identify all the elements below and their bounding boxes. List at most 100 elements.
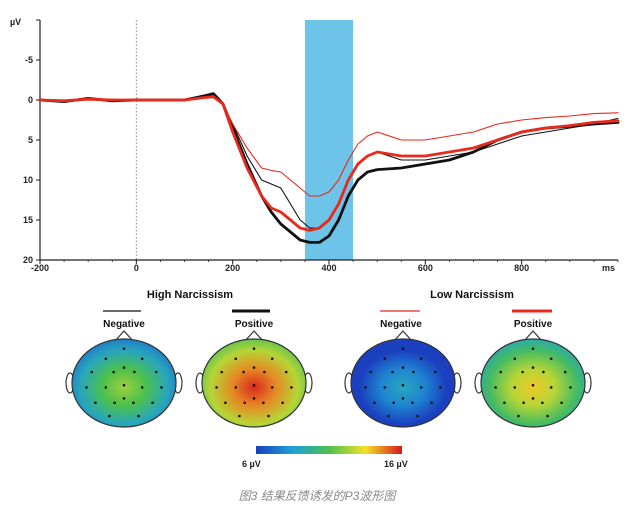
electrode-dot [411,401,414,405]
electrode-dot [503,401,506,405]
electrode-dot [560,401,563,405]
electrode-dot [383,357,387,361]
electrode-dot [387,414,390,418]
electrode-dot [137,414,140,418]
legend-group-low: Low Narcissism [430,289,514,301]
electrode-dot [140,386,144,389]
electrode-dot [140,357,144,361]
scalp-map [71,338,177,428]
electrode-dot [419,386,423,389]
colorbar: 6 µV 16 µV [242,446,408,469]
electrode-dot [522,401,525,405]
electrode-dot [541,401,544,405]
electrode-dot [252,397,256,400]
nose-marker [523,330,543,342]
electrode-dot [439,386,442,389]
electrode-dot [569,386,572,389]
electrode-dot [542,370,545,374]
electrode-dot [549,357,553,361]
electrode-dot [262,401,265,405]
colorbar-max-label: 16 µV [384,459,408,469]
electrode-dot [364,386,367,389]
electrode-dot [531,397,535,400]
electrode-dot [122,347,126,350]
electrode-dot [521,370,524,374]
scalp-map [480,338,586,428]
highlight-window [304,20,354,260]
electrode-dot [369,370,373,374]
electrode-dot [234,357,238,361]
figure-caption: 图3 结果反馈诱发的P3波形图 [239,489,398,503]
x-tick-label: 0 [134,263,139,273]
electrode-dot [433,370,437,374]
electrode-dot [252,347,256,350]
topomap [344,330,462,428]
electrode-dot [154,370,158,374]
electrode-dot [122,397,126,400]
electrode-dot [373,401,376,405]
electrode-dot [270,386,274,389]
electrode-dot [499,370,503,374]
electrode-dot [234,386,238,389]
legend: High Narcissism Low Narcissism Negative … [103,289,553,330]
electrode-dot [513,386,517,389]
legend-label-high-positive: Positive [235,319,274,330]
electrode-dot [133,370,136,374]
y-tick-label: 5 [28,135,33,145]
electrode-dot [242,370,245,374]
electrode-dot [108,414,111,418]
electrode-dot [243,401,246,405]
electrode-dot [122,383,126,387]
electrode-dot [132,401,135,405]
electrode-dot [383,386,387,389]
electrode-dot [419,357,423,361]
legend-label-low-negative: Negative [380,319,422,330]
electrode-dot [401,397,405,400]
x-tick-label: 200 [225,263,240,273]
electrode-dot [85,386,88,389]
topomap [195,330,313,428]
x-tick-label: 800 [514,263,529,273]
electrode-dot [270,357,274,361]
y-unit-label: µV [10,17,21,27]
electrode-dot [416,414,419,418]
electrode-dot [531,347,535,350]
electrode-dot [563,370,567,374]
electrode-dot [513,357,517,361]
nose-marker [393,330,413,342]
y-tick-label: 0 [28,95,33,105]
electrode-dot [252,383,256,387]
erp-plot: -5 0 5 10 15 20 -200 0 200 400 600 800 µV ms [10,17,620,273]
nose-marker [114,330,134,342]
electrode-dot [494,386,497,389]
electrode-dot [104,357,108,361]
electrode-dot [263,370,266,374]
scalp-map [201,338,307,428]
electrode-dot [401,383,405,387]
x-tick-label: 600 [418,263,433,273]
electrode-dot [401,347,405,350]
electrode-dot [122,366,126,369]
electrode-dot [113,401,116,405]
electrode-dot [281,401,284,405]
electrode-dot [531,383,535,387]
topomap [65,330,183,428]
electrode-dot [224,401,227,405]
electrode-dot [220,370,224,374]
electrode-dot [252,366,256,369]
electrode-dot [160,386,163,389]
series-low-positive [38,95,620,232]
electrode-dot [215,386,218,389]
electrode-dot [284,370,288,374]
electrode-dot [94,401,97,405]
electrode-dot [112,370,115,374]
electrode-dot [392,401,395,405]
y-tick-label: -5 [25,55,33,65]
legend-label-high-negative: Negative [103,319,145,330]
electrode-dot [412,370,415,374]
topomap [474,330,592,428]
nose-marker [244,330,264,342]
electrode-dot [238,414,241,418]
x-unit-label: ms [602,263,615,273]
electrode-dot [290,386,293,389]
